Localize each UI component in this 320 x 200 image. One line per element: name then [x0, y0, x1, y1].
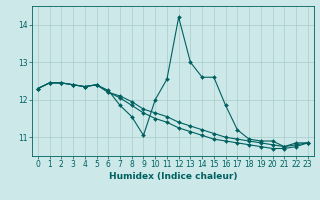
X-axis label: Humidex (Indice chaleur): Humidex (Indice chaleur) [108, 172, 237, 181]
